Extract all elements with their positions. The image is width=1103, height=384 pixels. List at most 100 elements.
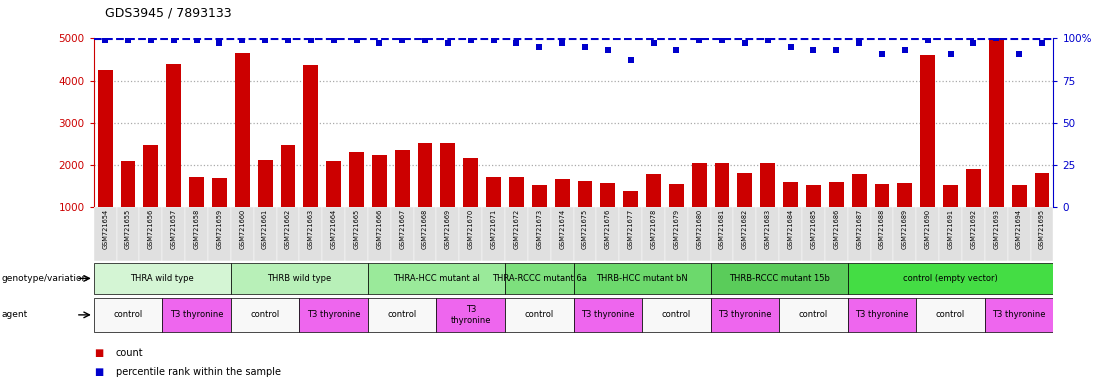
Bar bbox=[372, 155, 387, 250]
Text: THRA-HCC mutant al: THRA-HCC mutant al bbox=[393, 274, 480, 283]
Bar bbox=[486, 177, 501, 250]
Point bbox=[850, 40, 868, 46]
Text: GSM721658: GSM721658 bbox=[193, 209, 200, 249]
Point bbox=[507, 40, 525, 46]
Bar bbox=[733, 207, 757, 261]
Point bbox=[714, 37, 731, 43]
Bar bbox=[532, 185, 547, 250]
Bar bbox=[985, 207, 1008, 261]
Text: GSM721663: GSM721663 bbox=[308, 209, 314, 249]
Bar bbox=[414, 207, 437, 261]
Point bbox=[782, 44, 800, 50]
Point bbox=[1034, 40, 1051, 46]
Bar bbox=[167, 64, 181, 250]
Bar bbox=[619, 207, 642, 261]
Bar bbox=[463, 158, 479, 250]
Text: GSM721656: GSM721656 bbox=[148, 209, 154, 249]
Point bbox=[736, 40, 753, 46]
Bar bbox=[299, 298, 368, 332]
Bar bbox=[117, 207, 139, 261]
Text: GSM721668: GSM721668 bbox=[422, 209, 428, 249]
Point bbox=[622, 57, 640, 63]
Bar bbox=[779, 298, 848, 332]
Bar bbox=[299, 207, 322, 261]
Bar bbox=[368, 263, 505, 294]
Point bbox=[919, 37, 936, 43]
Bar bbox=[368, 207, 390, 261]
Point bbox=[371, 40, 388, 46]
Bar bbox=[852, 174, 867, 250]
Point bbox=[211, 40, 228, 46]
Bar bbox=[962, 207, 985, 261]
Bar bbox=[1011, 185, 1027, 250]
Text: GSM721687: GSM721687 bbox=[856, 209, 863, 249]
Bar bbox=[189, 177, 204, 250]
Text: GSM721672: GSM721672 bbox=[513, 209, 520, 249]
Bar bbox=[440, 143, 456, 250]
Bar bbox=[828, 182, 844, 250]
Bar bbox=[395, 151, 409, 250]
Bar bbox=[143, 145, 159, 250]
Text: GSM721675: GSM721675 bbox=[582, 209, 588, 249]
Bar bbox=[437, 298, 505, 332]
Bar bbox=[505, 207, 528, 261]
Bar bbox=[326, 161, 341, 250]
Text: GSM721684: GSM721684 bbox=[788, 209, 794, 249]
Text: GSM721691: GSM721691 bbox=[947, 209, 954, 249]
Point bbox=[1010, 51, 1028, 57]
Text: control: control bbox=[525, 310, 554, 319]
Point bbox=[234, 37, 251, 43]
Bar bbox=[783, 182, 799, 250]
Text: GSM721673: GSM721673 bbox=[536, 209, 543, 249]
Text: GSM721671: GSM721671 bbox=[491, 209, 496, 249]
Bar bbox=[1030, 207, 1053, 261]
Bar bbox=[280, 145, 296, 250]
Bar bbox=[185, 207, 208, 261]
Text: GSM721690: GSM721690 bbox=[924, 209, 931, 249]
Bar bbox=[642, 207, 665, 261]
Bar bbox=[1008, 207, 1030, 261]
Text: GSM721681: GSM721681 bbox=[719, 209, 725, 249]
Point bbox=[484, 37, 502, 43]
Point bbox=[644, 40, 662, 46]
Text: T3 thyronine: T3 thyronine bbox=[718, 310, 772, 319]
Bar bbox=[757, 207, 779, 261]
Bar bbox=[508, 177, 524, 250]
Bar bbox=[258, 160, 272, 250]
Bar bbox=[646, 174, 661, 250]
Text: GSM721654: GSM721654 bbox=[103, 209, 108, 249]
Text: GSM721660: GSM721660 bbox=[239, 209, 245, 249]
Text: control: control bbox=[799, 310, 828, 319]
Point bbox=[827, 47, 845, 53]
Text: GSM721677: GSM721677 bbox=[628, 209, 634, 249]
Bar bbox=[738, 173, 752, 250]
Bar bbox=[1035, 173, 1049, 250]
Bar bbox=[848, 298, 917, 332]
Bar bbox=[94, 298, 162, 332]
Text: THRA-RCCC mutant 6a: THRA-RCCC mutant 6a bbox=[492, 274, 587, 283]
Bar bbox=[231, 207, 254, 261]
Bar bbox=[349, 152, 364, 250]
Text: GSM721694: GSM721694 bbox=[1016, 209, 1022, 249]
Bar bbox=[848, 207, 870, 261]
Bar bbox=[482, 207, 505, 261]
Point bbox=[667, 47, 685, 53]
Text: GSM721657: GSM721657 bbox=[171, 209, 176, 249]
Text: GSM721662: GSM721662 bbox=[285, 209, 291, 249]
Bar bbox=[939, 207, 962, 261]
Point bbox=[554, 40, 571, 46]
Bar bbox=[322, 207, 345, 261]
Bar bbox=[920, 55, 935, 250]
Text: T3 thyronine: T3 thyronine bbox=[307, 310, 361, 319]
Text: GSM721667: GSM721667 bbox=[399, 209, 405, 249]
Bar bbox=[231, 298, 299, 332]
Point bbox=[119, 37, 137, 43]
Bar bbox=[668, 184, 684, 250]
Bar bbox=[120, 161, 136, 250]
Bar bbox=[162, 207, 185, 261]
Bar bbox=[893, 207, 917, 261]
Point bbox=[165, 37, 183, 43]
Text: control: control bbox=[936, 310, 965, 319]
Bar bbox=[760, 162, 775, 250]
Text: GSM721678: GSM721678 bbox=[651, 209, 656, 249]
